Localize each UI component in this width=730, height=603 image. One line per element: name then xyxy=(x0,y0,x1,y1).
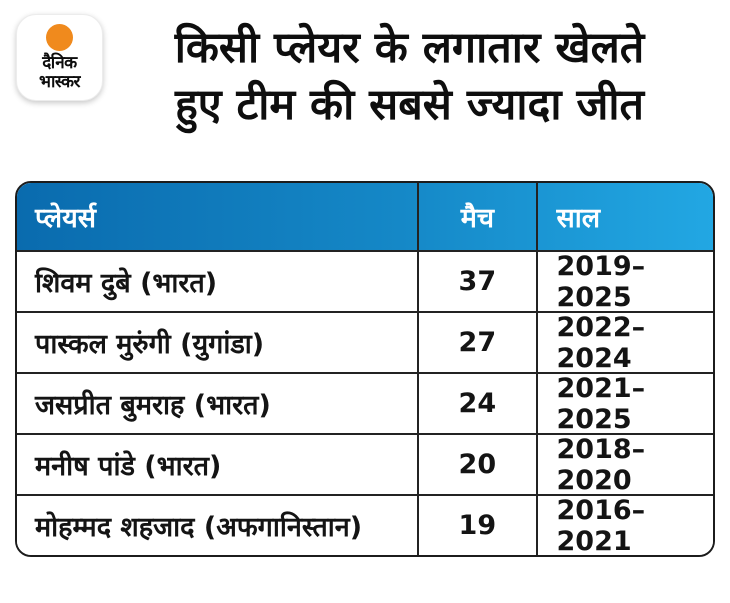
page-title-line2: हुए टीम की सबसे ज्यादा जीत xyxy=(174,80,645,130)
table-row: पास्कल मुरुंगी (युगांडा) 27 2022–2024 xyxy=(17,311,714,374)
years-cell: 2016–2021 xyxy=(535,495,714,555)
column-header-players: प्लेयर्स xyxy=(35,203,97,234)
player-cell: मोहम्मद शहजाद (अफगानिस्तान) xyxy=(35,512,363,543)
column-header-years: साल xyxy=(535,183,714,250)
logo-text-line1: दैनिक xyxy=(42,52,77,73)
player-cell: जसप्रीत बुमराह (भारत) xyxy=(35,390,271,421)
matches-cell: 37 xyxy=(417,252,535,311)
years-cell: 2022–2024 xyxy=(535,312,714,374)
column-header-matches: मैच xyxy=(417,183,535,250)
years-cell: 2018–2020 xyxy=(535,434,714,496)
player-cell: शिवम दुबे (भारत) xyxy=(35,268,218,299)
table-row: शिवम दुबे (भारत) 37 2019–2025 xyxy=(17,250,714,313)
matches-cell: 19 xyxy=(417,496,535,555)
table-row: जसप्रीत बुमराह (भारत) 24 2021–2025 xyxy=(17,372,714,435)
table-row: मनीष पांडे (भारत) 20 2018–2020 xyxy=(17,433,714,496)
table-header-row: प्लेयर्स मैच साल xyxy=(17,183,713,250)
stats-table: प्लेयर्स मैच साल शिवम दुबे (भारत) 37 201… xyxy=(15,181,715,557)
player-cell: मनीष पांडे (भारत) xyxy=(35,451,222,482)
matches-cell: 27 xyxy=(417,313,535,372)
sun-icon xyxy=(46,23,73,51)
page-title-line1: किसी प्लेयर के लगातार खेलते xyxy=(174,23,645,73)
matches-cell: 20 xyxy=(417,435,535,494)
years-cell: 2019–2025 xyxy=(535,251,714,313)
logo-text-line2: भास्कर xyxy=(39,71,80,92)
dainik-bhaskar-logo: दैनिक भास्कर xyxy=(16,14,103,101)
page-title: किसी प्लेयर के लगातार खेलते हुए टीम की स… xyxy=(103,14,714,134)
matches-cell: 24 xyxy=(417,374,535,433)
player-cell: पास्कल मुरुंगी (युगांडा) xyxy=(35,329,265,360)
table-row: मोहम्मद शहजाद (अफगानिस्तान) 19 2016–2021 xyxy=(17,494,713,555)
page-header: दैनिक भास्कर किसी प्लेयर के लगातार खेलते… xyxy=(0,0,730,134)
years-cell: 2021–2025 xyxy=(535,373,714,435)
